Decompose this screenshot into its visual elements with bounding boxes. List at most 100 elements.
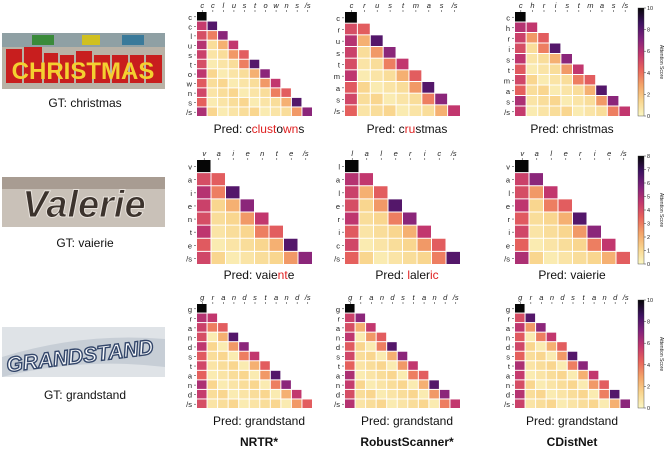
attention-cell bbox=[197, 12, 207, 21]
attention-cell bbox=[218, 40, 228, 50]
attention-cell bbox=[249, 88, 260, 97]
y-tick-label: a bbox=[506, 372, 511, 381]
attention-cell bbox=[197, 173, 211, 186]
christmas-image-text: CHRISTMAS bbox=[12, 58, 155, 85]
attention-cell bbox=[345, 332, 355, 342]
attention-cell bbox=[383, 58, 396, 70]
y-tick-label: n bbox=[188, 215, 192, 224]
x-tick-label: /s bbox=[451, 1, 458, 10]
y-tick-label: o bbox=[188, 70, 192, 79]
colorbar-tick-label: 10 bbox=[647, 6, 653, 12]
attention-cell bbox=[359, 173, 373, 186]
attention-cell bbox=[197, 389, 207, 399]
x-tick-label: /s bbox=[620, 149, 627, 158]
y-tick-label: g bbox=[188, 305, 192, 314]
attention-cell bbox=[197, 225, 211, 238]
attention-cell bbox=[526, 75, 538, 85]
x-tick-label: g bbox=[518, 293, 523, 302]
attention-cell bbox=[546, 342, 557, 351]
attention-cell bbox=[417, 225, 431, 238]
attention-cell bbox=[429, 399, 439, 408]
attention-cell bbox=[366, 342, 376, 351]
attention-cell bbox=[269, 238, 283, 251]
attention-cell bbox=[240, 212, 254, 225]
x-tick-label: t bbox=[402, 1, 405, 10]
attention-cell bbox=[281, 88, 291, 97]
attention-map-nrtr-christmas: cclustowns/sc c l u s t o w n s/s bbox=[186, 1, 312, 117]
attention-cell bbox=[284, 251, 298, 264]
colorbar-tick-label: 0 bbox=[647, 262, 650, 268]
attention-cell bbox=[211, 251, 225, 264]
attention-cell bbox=[376, 370, 387, 380]
attention-cell bbox=[228, 78, 239, 88]
attention-cell bbox=[218, 107, 228, 116]
attention-cell bbox=[249, 389, 260, 399]
pred-robustscanner-christmas: Pred: crustmas bbox=[322, 122, 492, 136]
x-tick-label: i bbox=[424, 149, 426, 158]
y-tick-label: l bbox=[338, 189, 340, 198]
attention-cell bbox=[228, 342, 239, 351]
pred-wrong-segment: ru bbox=[404, 122, 416, 136]
attention-cell bbox=[218, 97, 228, 107]
attention-cell bbox=[526, 64, 538, 74]
x-tick-label: c bbox=[350, 1, 354, 10]
valerie-image-text: Valerie bbox=[22, 184, 145, 226]
attention-cell bbox=[526, 33, 538, 43]
attention-cell bbox=[536, 389, 546, 399]
attention-cell bbox=[218, 332, 228, 342]
x-tick-label: r bbox=[409, 149, 412, 158]
attention-cell bbox=[396, 58, 409, 70]
attention-cell bbox=[558, 251, 572, 264]
x-tick-label: e bbox=[394, 149, 398, 158]
y-tick-label: /s bbox=[186, 108, 192, 117]
y-tick-label: n bbox=[506, 333, 510, 342]
attention-cell bbox=[515, 33, 526, 43]
attention-cell bbox=[573, 96, 584, 106]
attention-cell bbox=[255, 225, 269, 238]
attention-cell bbox=[345, 82, 357, 93]
x-tick-label: v bbox=[202, 149, 207, 158]
attention-cell bbox=[207, 351, 218, 361]
x-tick-label: /s bbox=[302, 149, 309, 158]
pred-segment: e bbox=[287, 268, 295, 282]
attention-cell bbox=[429, 389, 439, 399]
attention-cell bbox=[345, 12, 357, 23]
y-tick-label: s bbox=[336, 353, 340, 362]
x-tick-label: n bbox=[285, 293, 289, 302]
y-tick-label: a bbox=[336, 84, 341, 93]
pred-segment: o bbox=[276, 122, 284, 136]
attention-cell bbox=[255, 251, 269, 264]
attention-cell bbox=[239, 370, 249, 380]
attention-cell bbox=[260, 97, 270, 107]
x-tick-label: /s bbox=[304, 1, 311, 10]
colorbar-tick-label: 4 bbox=[647, 71, 650, 77]
attention-cell bbox=[418, 389, 429, 399]
attention-cell bbox=[281, 380, 291, 389]
x-tick-label: r bbox=[360, 293, 363, 302]
y-tick-label: a bbox=[188, 324, 193, 333]
attention-cell bbox=[270, 107, 281, 116]
attention-cell bbox=[226, 199, 240, 212]
attention-cell bbox=[239, 50, 249, 59]
attention-cell bbox=[578, 399, 588, 408]
x-tick-label: s bbox=[388, 1, 392, 10]
x-tick-label: n bbox=[285, 1, 289, 10]
attention-cell bbox=[515, 323, 525, 332]
attention-cell bbox=[619, 106, 630, 116]
attention-cell bbox=[515, 380, 525, 389]
pred-prefix: Pred: bbox=[223, 268, 256, 282]
attention-cell bbox=[366, 370, 376, 380]
y-tick-label: t bbox=[190, 228, 193, 237]
attention-cell bbox=[422, 93, 435, 105]
attention-cell bbox=[207, 88, 218, 97]
attention-cell bbox=[226, 251, 240, 264]
attention-cell bbox=[599, 399, 609, 408]
attention-cell bbox=[240, 225, 254, 238]
attention-cell bbox=[549, 43, 561, 53]
attention-cell bbox=[359, 186, 373, 199]
christmas-letters: CHRISTMAS bbox=[6, 47, 162, 85]
attention-cell bbox=[573, 106, 584, 116]
x-tick-label: t bbox=[412, 293, 415, 302]
colorbar-tick-label: 6 bbox=[647, 341, 650, 347]
attention-cell bbox=[355, 380, 366, 389]
